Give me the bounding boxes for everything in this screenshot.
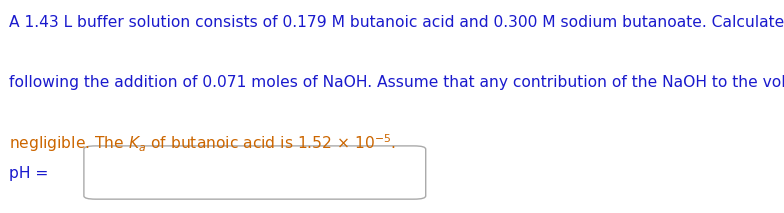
FancyBboxPatch shape	[84, 146, 426, 199]
Text: pH =: pH =	[9, 166, 49, 181]
Text: following the addition of 0.071 moles of NaOH. Assume that any contribution of t: following the addition of 0.071 moles of…	[9, 75, 784, 89]
Text: A 1.43 L buffer solution consists of 0.179 M butanoic acid and 0.300 M sodium bu: A 1.43 L buffer solution consists of 0.1…	[9, 15, 784, 30]
Text: negligible. The $K_a$ of butanoic acid is 1.52 × 10$^{-5}$.: negligible. The $K_a$ of butanoic acid i…	[9, 132, 397, 154]
